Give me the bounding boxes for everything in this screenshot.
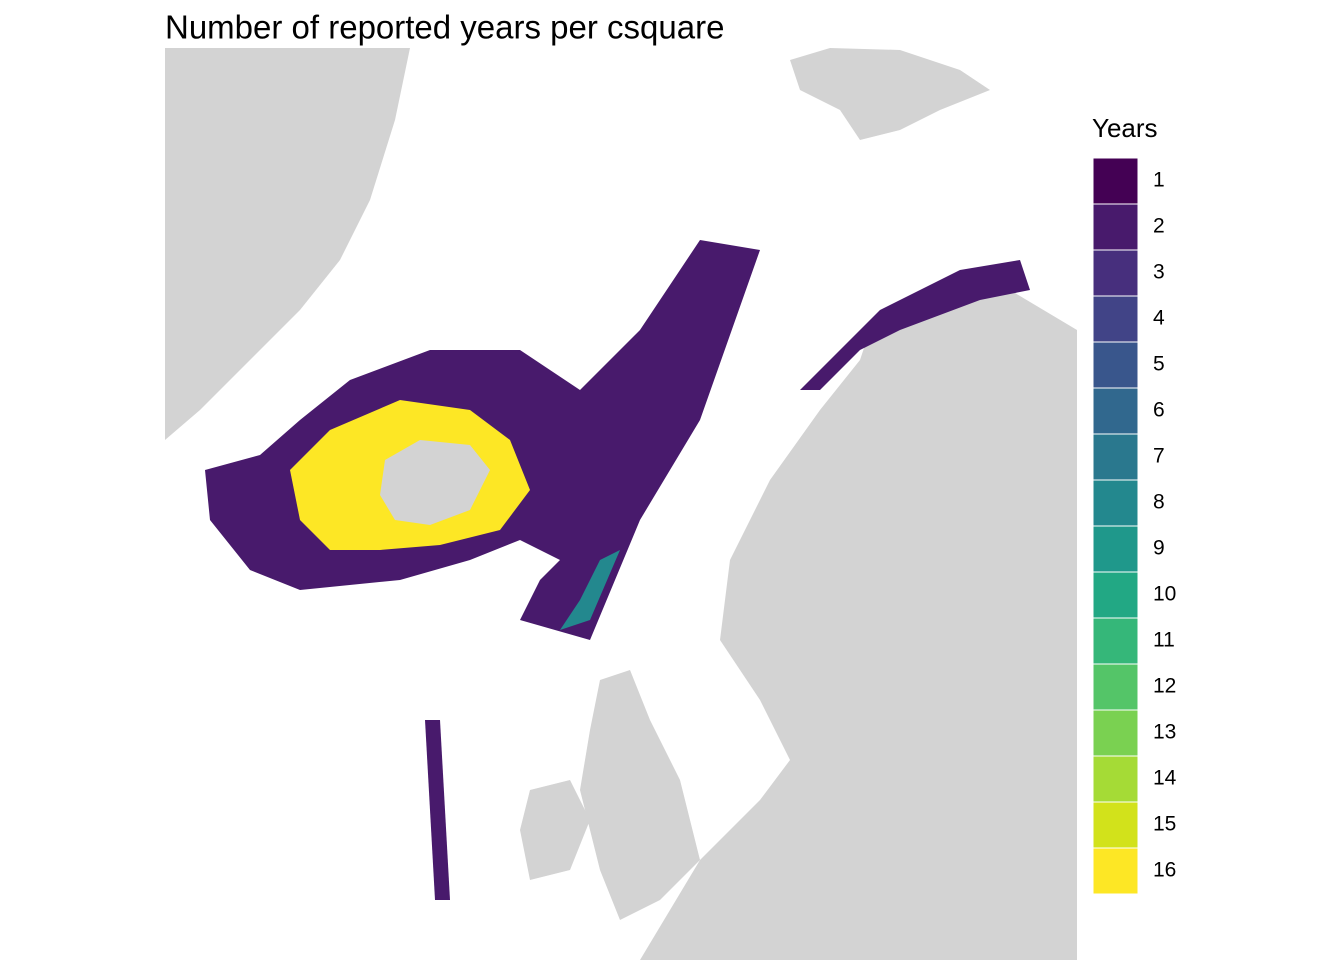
- legend-swatch: [1092, 249, 1139, 297]
- legend-swatch: [1092, 847, 1139, 895]
- land-britain: [580, 670, 700, 920]
- map-title: Number of reported years per csquare: [165, 9, 724, 46]
- legend-label: 10: [1153, 583, 1176, 606]
- legend-swatch: [1092, 755, 1139, 803]
- legend-label: 2: [1153, 215, 1165, 238]
- legend-swatch: [1092, 295, 1139, 343]
- legend-label: 9: [1153, 537, 1165, 560]
- legend-swatch: [1092, 433, 1139, 481]
- legend-swatch: [1092, 571, 1139, 619]
- land-ireland: [520, 780, 590, 880]
- legend-label: 16: [1153, 859, 1176, 882]
- legend-swatch: [1092, 525, 1139, 573]
- legend-label: 13: [1153, 721, 1176, 744]
- legend-label: 11: [1153, 629, 1175, 652]
- legend-label: 5: [1153, 353, 1165, 376]
- land-greenland: [165, 48, 410, 440]
- legend-label: 14: [1153, 767, 1177, 790]
- legend-swatch: [1092, 387, 1139, 435]
- legend-label: 1: [1153, 169, 1165, 192]
- legend-label: 3: [1153, 261, 1165, 284]
- map-panel: [165, 48, 1077, 960]
- land-svalbard: [790, 48, 990, 140]
- legend-swatch: [1092, 709, 1139, 757]
- effort-area: [425, 720, 450, 900]
- legend-label: 12: [1153, 675, 1176, 698]
- legend-swatch: [1092, 479, 1139, 527]
- effort-area: [560, 550, 620, 630]
- legend-swatch: [1092, 203, 1139, 251]
- land-iceland: [380, 440, 490, 525]
- legend-label: 8: [1153, 491, 1165, 514]
- legend-swatch: [1092, 801, 1139, 849]
- legend-swatch: [1092, 341, 1139, 389]
- legend-label: 7: [1153, 445, 1165, 468]
- legend-label: 6: [1153, 399, 1165, 422]
- legend-swatch: [1092, 617, 1139, 665]
- legend-label: 4: [1153, 307, 1165, 330]
- effort-area: [800, 260, 1030, 390]
- legend-swatch: [1092, 157, 1139, 205]
- legend-title: Years: [1092, 113, 1158, 143]
- legend-swatch: [1092, 663, 1139, 711]
- legend-label: 15: [1153, 813, 1176, 836]
- legend: Years: [1092, 113, 1158, 143]
- land-scandinavia: [640, 290, 1077, 960]
